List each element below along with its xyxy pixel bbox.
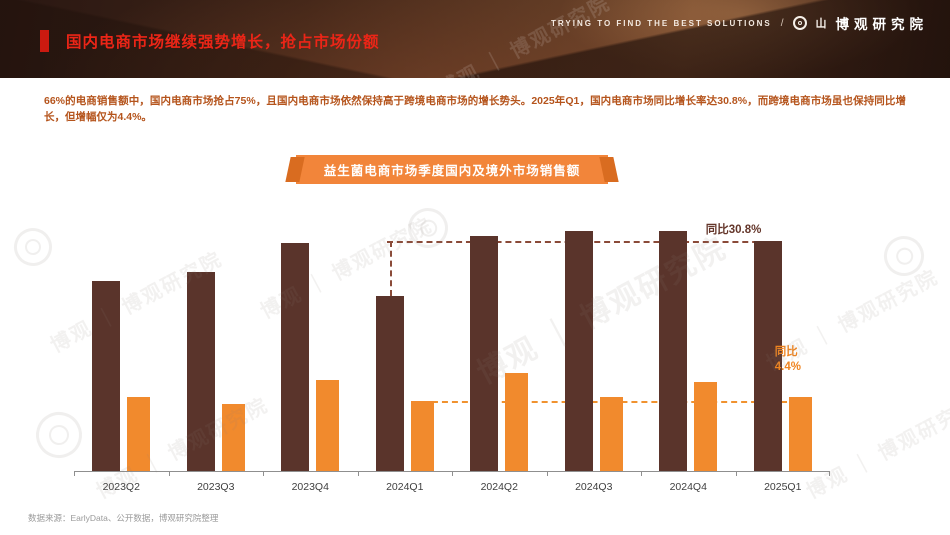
watermark-logo-icon (7, 221, 59, 273)
bar-domestic (659, 231, 688, 471)
bar-overseas (788, 396, 812, 471)
axis-tick (641, 472, 642, 476)
x-axis-label: 2025Q1 (764, 481, 802, 493)
yoy-dashed-line (389, 240, 392, 296)
bar-group (641, 212, 736, 471)
data-source-note: 数据来源：EarlyData、公开数据，博观研究院整理 (28, 513, 219, 523)
chart-title-banner: 益生菌电商市场季度国内及境外市场销售额 (295, 155, 609, 184)
brand-mark-icon: 山 (815, 18, 827, 30)
bar-overseas (694, 382, 718, 471)
bar-group (358, 212, 453, 471)
x-axis-label: 2024Q2 (480, 481, 518, 493)
chart-labels: 2023Q2 2023Q3 2023Q4 2024Q1 2024Q2 2024Q3 2024… (74, 472, 830, 498)
yoy-annotation-domestic: 同比30.8% (705, 223, 762, 236)
bar-domestic (186, 271, 215, 471)
x-axis-label: 2023Q3 (197, 481, 235, 493)
bar-domestic (281, 243, 310, 471)
axis-tick (452, 472, 453, 476)
axis-tick (546, 472, 548, 476)
header-banner: TRYING TO FIND THE BEST SOLUTIONS / 山 博观… (0, 0, 950, 78)
x-axis-label: 2023Q4 (291, 481, 329, 493)
bar-group (736, 212, 831, 471)
axis-tick (357, 472, 359, 476)
bar-domestic (753, 240, 782, 471)
bar-group (169, 212, 264, 471)
header-separator: / (780, 17, 784, 29)
axis-tick (74, 472, 75, 476)
x-axis-label: 2024Q4 (669, 481, 707, 493)
chart-section: 益生菌电商市场季度国内及境外市场销售额 同比30.8% 同比 4.4% 2023Q2… (74, 155, 830, 498)
bar-overseas (505, 372, 529, 471)
title-accent-bar (40, 30, 49, 52)
chart-plot: 同比30.8% 同比 4.4% (74, 212, 830, 472)
bar-group (547, 212, 642, 471)
bar-domestic (92, 281, 121, 471)
bar-overseas (221, 403, 245, 471)
bar-overseas (127, 396, 151, 471)
axis-tick (168, 472, 170, 476)
page-title: 国内电商市场继续强势增长，抢占市场份额 (66, 34, 380, 51)
x-axis-label: 2023Q2 (102, 481, 140, 493)
brand-logo-icon (792, 16, 807, 30)
axis-tick (263, 472, 264, 476)
bar-domestic (375, 295, 404, 471)
bar-group (452, 212, 547, 471)
axis-tick (829, 472, 830, 476)
chart-title-banner-wrap: 益生菌电商市场季度国内及境外市场销售额 (74, 155, 830, 184)
header-brand-row: TRYING TO FIND THE BEST SOLUTIONS / 山 博观… (551, 13, 928, 33)
bar-group (74, 212, 169, 471)
bar-group (263, 212, 358, 471)
bar-overseas (599, 396, 623, 471)
x-axis-label: 2024Q3 (575, 481, 613, 493)
bar-domestic (470, 235, 499, 471)
axis-tick (735, 472, 737, 476)
watermark-logo-icon (876, 228, 932, 284)
brand-name: 博观研究院 (835, 17, 928, 32)
title-row: 国内电商市场继续强势增长，抢占市场份额 (40, 30, 380, 52)
x-axis-label: 2024Q1 (386, 481, 424, 493)
bar-overseas (410, 401, 434, 471)
header-tagline: TRYING TO FIND THE BEST SOLUTIONS (551, 18, 772, 28)
yoy-annotation-overseas: 同比 4.4% (774, 345, 801, 374)
intro-paragraph: 66%的电商销售额中，国内电商市场抢占75%，且国内电商市场依然保持高于跨境电商… (44, 95, 906, 123)
bar-overseas (316, 379, 340, 471)
bar-domestic (564, 231, 593, 471)
